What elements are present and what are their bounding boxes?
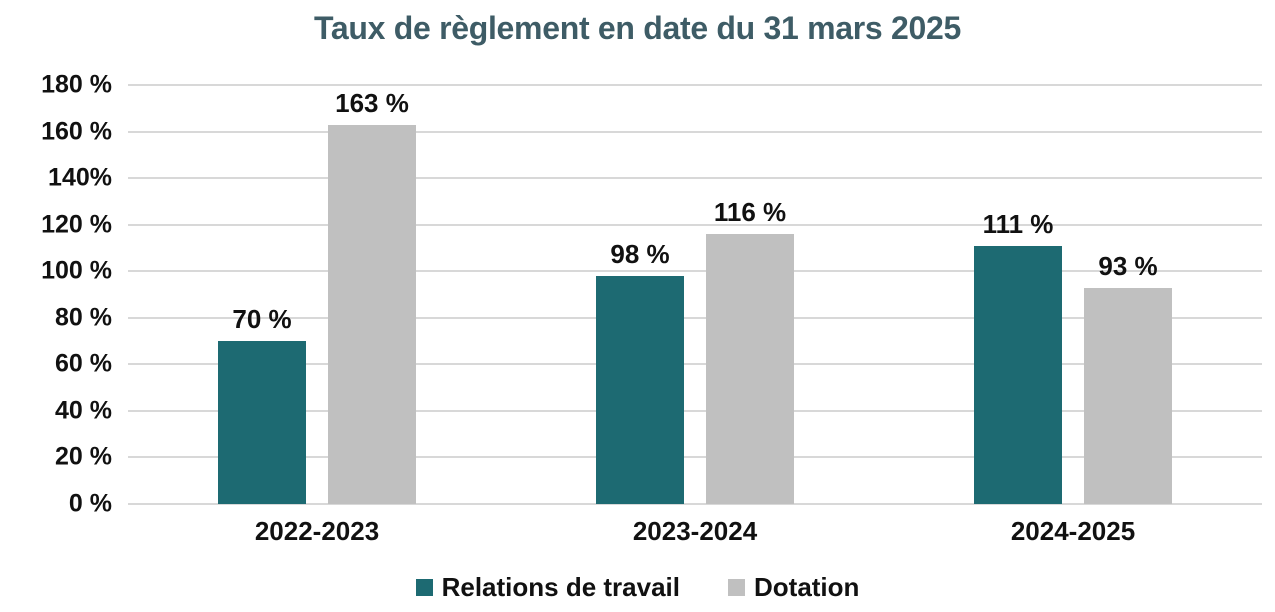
plot-area: 70 % 163 % 98 % 116 % 111 % 93 % bbox=[128, 84, 1262, 505]
gridline-140 bbox=[128, 177, 1262, 180]
legend-item-dotation: Dotation bbox=[728, 572, 859, 603]
legend-label: Dotation bbox=[754, 572, 860, 602]
chart-title: Taux de règlement en date du 31 mars 202… bbox=[314, 10, 961, 46]
y-axis-tick-label: 120 % bbox=[41, 210, 112, 239]
legend: Relations de travail Dotation bbox=[0, 572, 1275, 603]
x-axis-category-label: 2024-2025 bbox=[1010, 516, 1136, 546]
x-axis-category-label: 2022-2023 bbox=[254, 516, 380, 546]
y-axis-tick-label: 80 % bbox=[55, 303, 112, 332]
legend-swatch bbox=[415, 579, 433, 596]
y-axis-tick-label: 160 % bbox=[41, 117, 112, 146]
bar-dotation-2022-2023 bbox=[328, 124, 416, 504]
bar-value-label: 163 % bbox=[335, 87, 409, 118]
y-axis-tick-label: 100 % bbox=[41, 256, 112, 285]
bar-value-label: 116 % bbox=[713, 196, 787, 227]
bar-relations-de-travail-2022-2023 bbox=[218, 341, 306, 504]
y-axis-tick-label: 60 % bbox=[55, 349, 112, 378]
legend-swatch bbox=[728, 579, 745, 596]
y-axis-tick-label: 140% bbox=[48, 163, 112, 192]
legend-label: Relations de travail bbox=[441, 572, 680, 602]
gridline-120 bbox=[128, 223, 1262, 226]
legend-item-relations-de-travail: Relations de travail bbox=[415, 572, 680, 603]
bar-value-label: 111 % bbox=[982, 208, 1054, 239]
bar-value-label: 70 % bbox=[232, 304, 292, 335]
gridline-160 bbox=[128, 130, 1262, 133]
y-axis-tick-label: 40 % bbox=[55, 396, 112, 425]
bar-value-label: 98 % bbox=[610, 238, 670, 269]
gridline-20 bbox=[128, 456, 1262, 459]
x-axis: 2022-2023 2023-2024 2024-2025 bbox=[128, 516, 1262, 550]
bar-value-label: 93 % bbox=[1098, 250, 1158, 281]
y-axis: 0 % 20 % 40 % 60 % 80 % 100 % 120 % 140% 160 % 18… bbox=[0, 72, 112, 516]
bar-dotation-2024-2025 bbox=[1084, 287, 1172, 504]
bar-dotation-2023-2024 bbox=[706, 233, 794, 504]
y-axis-tick-label: 0 % bbox=[68, 489, 112, 518]
bar-relations-de-travail-2024-2025 bbox=[974, 245, 1062, 504]
gridline-100 bbox=[128, 270, 1262, 273]
gridline-60 bbox=[128, 363, 1262, 366]
y-axis-tick-label: 20 % bbox=[55, 442, 112, 471]
bar-relations-de-travail-2023-2024 bbox=[596, 275, 684, 504]
x-axis-category-label: 2023-2024 bbox=[632, 516, 758, 546]
gridline-0 bbox=[128, 503, 1262, 505]
gridline-180 bbox=[128, 84, 1262, 86]
y-axis-tick-label: 180 % bbox=[41, 70, 112, 99]
gridline-40 bbox=[128, 409, 1262, 412]
gridline-80 bbox=[128, 316, 1262, 319]
